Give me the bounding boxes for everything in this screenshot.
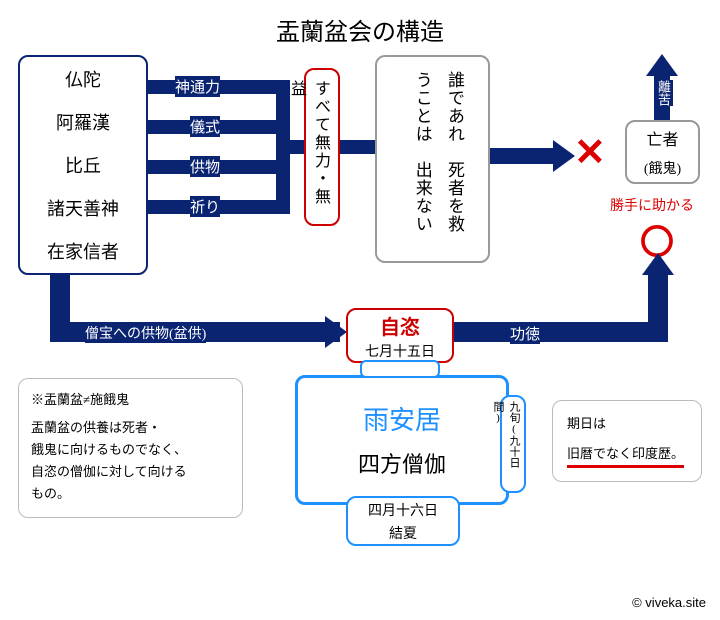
note-line: ※盂蘭盆≠施餓鬼 xyxy=(31,389,230,411)
bridge-label: 神通力 xyxy=(175,76,220,97)
actor-item: 比丘 xyxy=(65,152,101,178)
note-line: 餓鬼に向けるものでなく、 xyxy=(31,439,230,461)
actor-item: 在家信者 xyxy=(47,238,119,264)
flow-line xyxy=(454,322,654,342)
note-line: 盂蘭盆の供養は死者・ xyxy=(31,417,230,439)
note-line: 自恣の僧伽に対して向ける xyxy=(31,461,230,483)
jizi-date: 七月十五日 xyxy=(365,341,435,361)
note-line-underlined: 旧暦でなく印度歴。 xyxy=(567,443,684,466)
deceased-sub: (餓鬼) xyxy=(644,158,681,178)
actor-item: 仏陀 xyxy=(65,66,101,92)
actor-item: 諸天善神 xyxy=(47,195,119,221)
futile-box: すべて無力・無益 xyxy=(304,68,340,226)
riku-label: 離苦 xyxy=(654,80,673,106)
note-left-box: ※盂蘭盆≠施餓鬼 盂蘭盆の供養は死者・ 餓鬼に向けるものでなく、 自恣の僧伽に対… xyxy=(18,378,243,518)
offering-label: 僧宝への供物(盆供) xyxy=(85,323,206,343)
cannot-save-box: 誰であれ 死者を救うことは 出来ない xyxy=(375,55,490,263)
credit-text: © viveka.site xyxy=(632,595,706,610)
flow-line xyxy=(490,148,555,164)
shihou-text: 四方僧伽 xyxy=(298,447,506,479)
self-saved-label: 勝手に助かる xyxy=(610,195,694,215)
bridge-label: 儀式 xyxy=(190,116,220,137)
date-bottom-2: 結夏 xyxy=(389,523,417,543)
deceased-text: 亡者 xyxy=(646,126,678,150)
connector-top xyxy=(360,360,440,378)
ninety-days-box: 九旬(九十日間) xyxy=(500,395,526,493)
page-title: 盂蘭盆会の構造 xyxy=(0,0,720,47)
note-right-box: 期日は 旧暦でなく印度歴。 xyxy=(552,400,702,482)
bridge-label: 祈り xyxy=(190,196,220,217)
jizi-box: 自恣 七月十五日 xyxy=(346,308,454,363)
cross-mark: ✕ xyxy=(574,130,606,175)
jizi-text: 自恣 xyxy=(380,311,420,340)
arrow-right-icon xyxy=(325,316,347,348)
note-line: もの。 xyxy=(31,483,230,505)
note-line: 期日は xyxy=(567,413,687,435)
deceased-box: 亡者 (餓鬼) xyxy=(625,120,700,184)
arrow-right-icon xyxy=(553,140,575,172)
arrow-up-icon xyxy=(646,54,678,76)
flow-line xyxy=(276,80,290,214)
uango-box: 雨安居 四方僧伽 xyxy=(295,375,509,505)
date-bottom-1: 四月十六日 xyxy=(368,500,438,520)
actor-item: 阿羅漢 xyxy=(56,109,110,135)
arrow-up-icon xyxy=(642,253,674,275)
uango-text: 雨安居 xyxy=(298,400,506,437)
flow-line xyxy=(648,273,668,342)
kudoku-label: 功徳 xyxy=(510,323,540,344)
start-date-box: 四月十六日 結夏 xyxy=(346,496,460,546)
actors-box: 仏陀 阿羅漢 比丘 諸天善神 在家信者 xyxy=(18,55,148,275)
bridge-label: 供物 xyxy=(190,156,220,177)
